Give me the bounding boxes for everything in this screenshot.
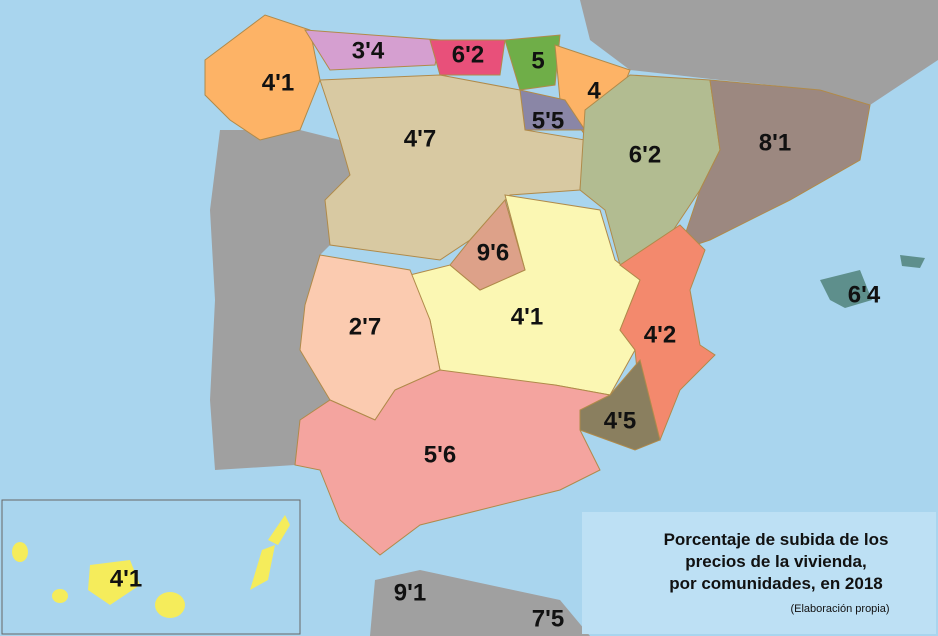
canary-island bbox=[268, 515, 290, 545]
legend-title: Porcentaje de subida de los bbox=[664, 530, 889, 549]
basque-country bbox=[504, 34, 561, 91]
menorca bbox=[900, 255, 925, 268]
region-label: 4'5 bbox=[604, 407, 636, 434]
france bbox=[580, 0, 938, 105]
region-label: 5'5 bbox=[532, 107, 564, 134]
region-label: 4'2 bbox=[644, 321, 676, 348]
region-label: 7'5 bbox=[532, 605, 564, 632]
africa bbox=[370, 570, 590, 636]
region-label: 8'1 bbox=[759, 129, 791, 156]
canary-island bbox=[155, 592, 185, 618]
region-label: 4'7 bbox=[404, 125, 436, 152]
region-label: 4'1 bbox=[262, 69, 294, 96]
legend-title: por comunidades, en 2018 bbox=[669, 574, 883, 593]
andalusia bbox=[294, 369, 612, 556]
region-label: 5 bbox=[531, 47, 544, 74]
canary-island bbox=[52, 589, 68, 603]
legend-note: (Elaboración propia) bbox=[790, 603, 889, 615]
balearic-islands bbox=[820, 270, 872, 308]
region-label: 3'4 bbox=[352, 37, 385, 64]
region-label: 4'1 bbox=[511, 303, 543, 330]
legend-box bbox=[582, 512, 936, 634]
galicia bbox=[204, 14, 321, 141]
murcia bbox=[579, 358, 661, 451]
region-label: 6'2 bbox=[452, 41, 484, 68]
catalonia bbox=[679, 79, 871, 251]
madrid bbox=[449, 198, 526, 291]
region-label: 6'2 bbox=[629, 141, 661, 168]
region-label: 9'6 bbox=[477, 239, 509, 266]
portugal bbox=[210, 130, 350, 470]
asturias bbox=[304, 29, 441, 71]
region-label: 6'4 bbox=[848, 281, 881, 308]
region-label: 4 bbox=[587, 77, 601, 104]
region-label: 4'1 bbox=[110, 565, 142, 592]
region-label: 5'6 bbox=[424, 441, 456, 468]
canary-island bbox=[88, 560, 140, 605]
canary-island bbox=[250, 545, 275, 590]
aragon bbox=[579, 74, 721, 266]
canary-inset bbox=[1, 499, 301, 635]
region-label: 2'7 bbox=[349, 313, 381, 340]
canary-island bbox=[12, 542, 28, 562]
region-label: 9'1 bbox=[394, 579, 426, 606]
legend-title: precios de la vivienda, bbox=[685, 552, 866, 571]
cantabria bbox=[429, 39, 506, 76]
